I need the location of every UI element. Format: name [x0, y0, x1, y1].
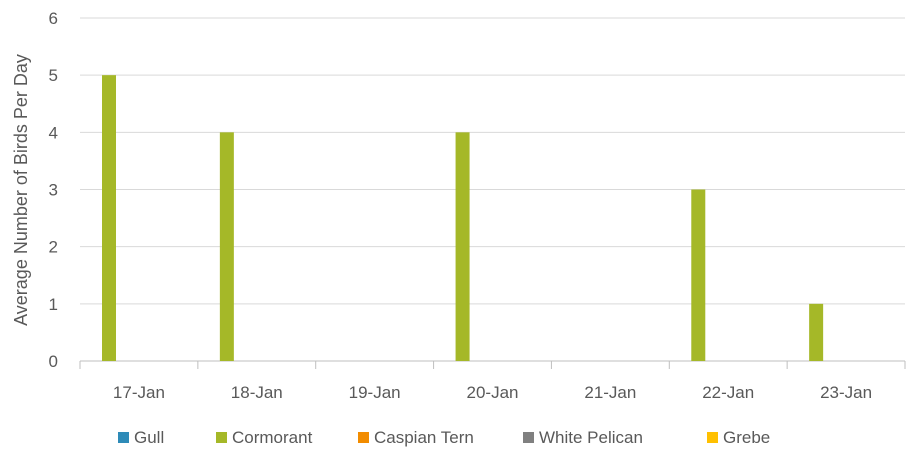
x-axis-ticks: 17-Jan 18-Jan 19-Jan 20-Jan 21-Jan 22-Jan 23-J…	[113, 383, 872, 402]
bar-cormorant	[102, 75, 116, 362]
x-tick-label: 19-Jan	[349, 383, 401, 402]
legend-swatch	[707, 432, 718, 443]
y-tick-label: 4	[49, 123, 58, 142]
bar-cormorant	[455, 132, 470, 361]
legend-swatch	[523, 432, 534, 443]
y-tick-label: 6	[49, 9, 58, 28]
x-tick-label: 20-Jan	[467, 383, 519, 402]
legend-swatch	[118, 432, 129, 443]
x-tick-label: 22-Jan	[702, 383, 754, 402]
gridlines	[80, 17, 905, 305]
y-tick-label: 0	[49, 352, 58, 371]
legend-label: Cormorant	[232, 428, 313, 447]
y-axis-ticks: 0 1 2 3 4 5 6	[49, 9, 58, 371]
legend-label: Gull	[134, 428, 164, 447]
x-axis-separators	[79, 361, 906, 369]
legend-swatch	[358, 432, 369, 443]
bar-cormorant	[691, 189, 706, 361]
x-tick-label: 17-Jan	[113, 383, 165, 402]
bar-cormorant	[809, 303, 824, 361]
legend-label: Caspian Tern	[374, 428, 474, 447]
legend-label: White Pelican	[539, 428, 643, 447]
x-tick-label: 18-Jan	[231, 383, 283, 402]
y-tick-label: 2	[49, 238, 58, 257]
legend: Gull Cormorant Caspian Tern White Pelican Gr…	[118, 428, 770, 447]
bars	[102, 75, 824, 362]
y-tick-label: 3	[49, 181, 58, 200]
y-tick-label: 1	[49, 295, 58, 314]
y-axis-title: Average Number of Birds Per Day	[11, 54, 31, 326]
legend-swatch	[216, 432, 227, 443]
x-tick-label: 21-Jan	[584, 383, 636, 402]
legend-label: Grebe	[723, 428, 770, 447]
bar-cormorant	[219, 132, 234, 361]
y-tick-label: 5	[49, 66, 58, 85]
x-tick-label: 23-Jan	[820, 383, 872, 402]
